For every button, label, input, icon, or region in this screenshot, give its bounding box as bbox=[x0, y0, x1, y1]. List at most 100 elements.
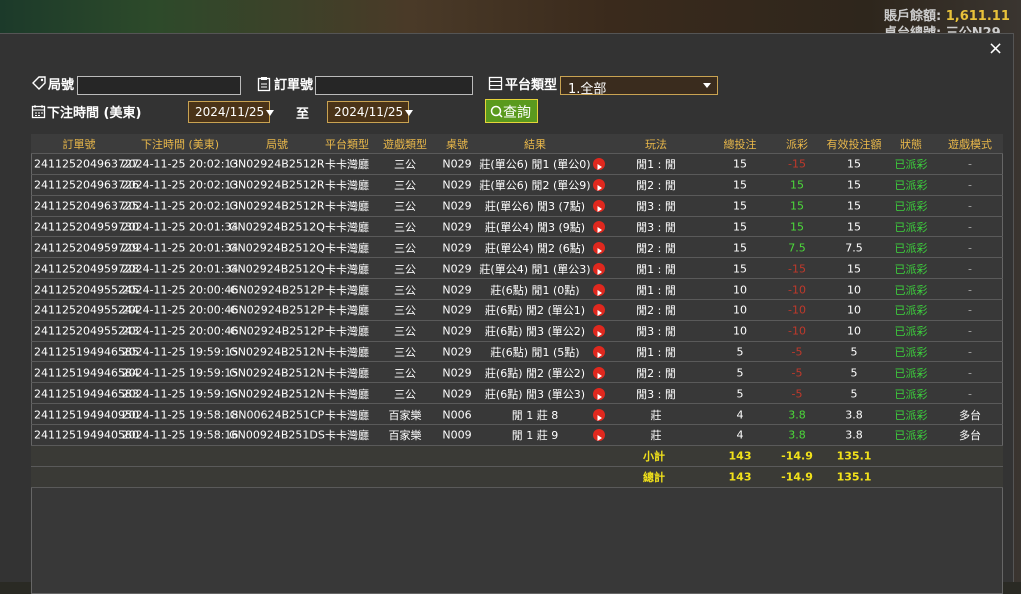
table-row bbox=[31, 300, 1003, 321]
game-type: 三公 bbox=[394, 304, 416, 318]
order-input[interactable] bbox=[315, 76, 473, 95]
dropdown-arrow bbox=[266, 110, 275, 116]
replay-button[interactable] bbox=[593, 387, 605, 400]
status: 已派彩 bbox=[894, 429, 928, 443]
summary-valid-bet: 135.1 bbox=[836, 449, 872, 463]
order-no: 241125194940580 bbox=[34, 428, 139, 442]
payout: -5 bbox=[791, 387, 803, 401]
game-mode: - bbox=[968, 262, 972, 276]
total-bet: 10 bbox=[733, 324, 747, 338]
game-type: 百家樂 bbox=[388, 429, 422, 443]
header-row bbox=[31, 134, 1003, 154]
table-no: N029 bbox=[442, 178, 472, 192]
replay-button[interactable] bbox=[593, 408, 605, 421]
column-header: 狀態 bbox=[900, 138, 922, 151]
replay-button[interactable] bbox=[593, 179, 605, 192]
round-input[interactable] bbox=[77, 76, 241, 95]
play-icon bbox=[597, 226, 602, 233]
table-row bbox=[31, 383, 1003, 405]
column-header: 玩法 bbox=[645, 138, 667, 151]
table-no: N006 bbox=[442, 408, 472, 422]
order-no: 241125204959730 bbox=[34, 220, 139, 234]
valid-bet: 10 bbox=[847, 283, 861, 297]
replay-button[interactable] bbox=[593, 325, 605, 338]
replay-button[interactable] bbox=[593, 241, 605, 254]
platform: 卡卡灣廳 bbox=[325, 429, 369, 443]
bet-time: 2024-11-25 20:02:13 bbox=[121, 157, 239, 171]
date-from[interactable]: 2024/11/25 bbox=[188, 101, 275, 123]
search-label: 查詢 bbox=[503, 105, 531, 121]
platform: 卡卡灣廳 bbox=[325, 262, 369, 276]
table-row bbox=[31, 425, 1003, 446]
play: 閒3 : 閒 bbox=[636, 387, 676, 401]
table-no: N029 bbox=[442, 262, 472, 276]
replay-button[interactable] bbox=[593, 262, 605, 275]
valid-bet: 15 bbox=[847, 262, 861, 276]
tag-icon bbox=[32, 76, 46, 90]
table-row bbox=[31, 321, 1003, 342]
replay-button[interactable] bbox=[593, 200, 605, 213]
status: 已派彩 bbox=[894, 304, 928, 318]
result: 莊(6點) 閒1 (5點) bbox=[490, 346, 580, 360]
order-no: 241125194946585 bbox=[34, 345, 139, 359]
game-mode: - bbox=[968, 387, 972, 401]
result: 莊(單公4) 閒3 (9點) bbox=[484, 220, 586, 234]
status: 已派彩 bbox=[894, 387, 928, 401]
status: 已派彩 bbox=[894, 220, 928, 234]
column-header: 有效投注額 bbox=[826, 138, 882, 151]
platform: 卡卡灣廳 bbox=[325, 179, 369, 193]
platform: 卡卡灣廳 bbox=[325, 408, 369, 422]
order-no: 241125204955243 bbox=[34, 324, 139, 338]
play: 閒1 : 閒 bbox=[636, 262, 676, 276]
play-icon bbox=[597, 185, 602, 192]
play: 閒3 : 閒 bbox=[636, 200, 676, 214]
table-row bbox=[31, 258, 1003, 280]
platform-value: 1.全部 bbox=[568, 82, 607, 97]
clipboard-icon bbox=[257, 77, 271, 92]
payout: -5 bbox=[791, 345, 803, 359]
replay-button[interactable] bbox=[593, 158, 605, 171]
round-no: GN02924B2512N bbox=[229, 345, 325, 359]
valid-bet: 10 bbox=[847, 324, 861, 338]
platform: 卡卡灣廳 bbox=[325, 241, 369, 255]
payout: -10 bbox=[788, 283, 806, 297]
replay-button[interactable] bbox=[593, 304, 605, 317]
payout: 3.8 bbox=[788, 428, 806, 442]
column-header: 遊戲類型 bbox=[383, 138, 427, 151]
order-no: 241125204959728 bbox=[34, 262, 139, 276]
total-bet: 5 bbox=[736, 387, 744, 401]
round-no: GN02924B2512R bbox=[229, 157, 325, 171]
table-row bbox=[31, 154, 1003, 175]
total-bet: 10 bbox=[733, 303, 747, 317]
date-to[interactable]: 2024/11/25 bbox=[327, 101, 414, 123]
round-no: GN02924B2512P bbox=[230, 303, 324, 317]
play: 閒1 : 閒 bbox=[636, 346, 676, 360]
platform: 卡卡灣廳 bbox=[325, 366, 369, 380]
total-bet: 4 bbox=[736, 428, 744, 442]
list-icon bbox=[488, 76, 503, 91]
platform: 卡卡灣廳 bbox=[325, 346, 369, 360]
search-button[interactable]: 查詢 bbox=[485, 99, 538, 123]
close-button[interactable]: × bbox=[988, 38, 1004, 59]
replay-button[interactable] bbox=[593, 283, 605, 296]
table-row bbox=[31, 196, 1003, 217]
replay-button[interactable] bbox=[593, 346, 605, 359]
game-mode: - bbox=[968, 241, 972, 255]
total-bet: 15 bbox=[733, 220, 747, 234]
replay-button[interactable] bbox=[593, 220, 605, 233]
platform-label: 平台類型 bbox=[505, 78, 558, 93]
platform-select[interactable]: 1.全部 bbox=[560, 76, 718, 97]
replay-button[interactable] bbox=[593, 429, 605, 442]
payout: 15 bbox=[790, 220, 804, 234]
search-icon bbox=[490, 105, 503, 118]
play: 閒2 : 閒 bbox=[636, 241, 676, 255]
summary-payout: -14.9 bbox=[781, 449, 813, 463]
order-no: 241125194946583 bbox=[34, 387, 139, 401]
order-no: 241125204963726 bbox=[34, 178, 139, 192]
game-mode: - bbox=[968, 324, 972, 338]
payout: 15 bbox=[790, 178, 804, 192]
replay-button[interactable] bbox=[593, 366, 605, 379]
result: 莊(單公6) 閒1 (單公0) bbox=[479, 158, 591, 172]
table-no: N029 bbox=[442, 199, 472, 213]
